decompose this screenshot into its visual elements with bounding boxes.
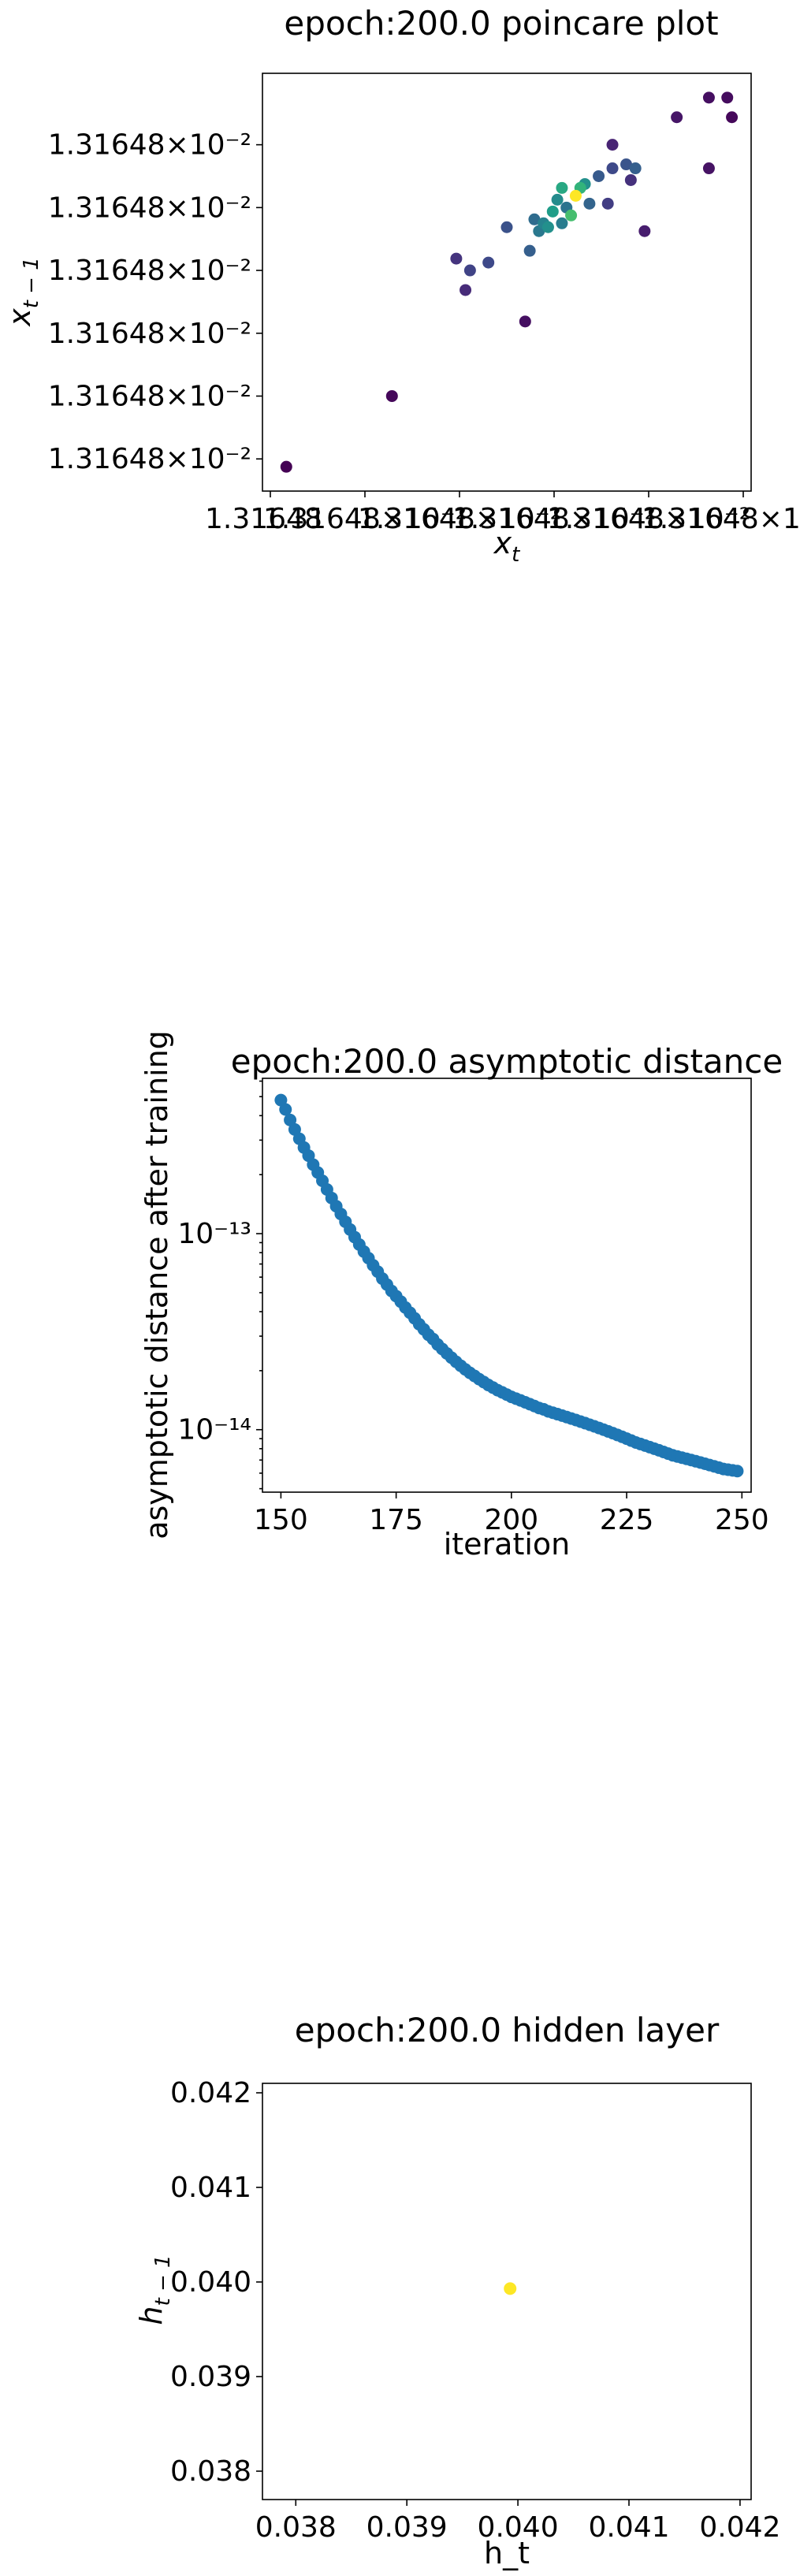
hidden-y-tick-label: 0.040 [170,2266,251,2299]
asymptotic-y-tick-label: 10⁻¹³ [177,1218,251,1250]
poincare-point [523,244,536,257]
hidden-x-ticks: 0.038 0.039 0.040 0.041 0.042 [255,2500,780,2544]
poincare-point [593,169,605,182]
poincare-point [624,173,637,186]
poincare-point [551,193,564,206]
asymptotic-axes-frame [262,1078,752,1493]
poincare-point [556,217,568,229]
hidden-y-tick-label: 0.041 [170,2172,251,2204]
poincare-point [541,221,554,233]
poincare-y-tick-label: 1.31648×10⁻² [48,192,251,224]
poincare-x-tick-label: 1.31648 [205,503,322,535]
poincare-point [450,252,463,265]
asymptotic-x-label: iteration [444,1527,571,1562]
hidden-x-label: h_t [484,2536,530,2570]
poincare-x-tick-label: 1.31648×10⁻² [263,503,467,535]
poincare-point [671,111,683,124]
poincare-point [556,181,568,194]
poincare-y-tick-label: 1.31648×10⁻² [48,129,251,162]
poincare-x-tick-label: 1.31648×10⁻² [547,503,750,535]
poincare-title: epoch:200.0 poincare plot [284,4,718,43]
poincare-point [702,91,715,104]
poincare-y-tick-label: 1.31648×10⁻² [48,380,251,412]
poincare-point [721,91,734,104]
poincare-point [280,460,292,473]
poincare-point [460,284,472,296]
hidden-x-tick-label: 0.038 [255,2511,337,2544]
poincare-point [606,162,619,175]
asymptotic-x-tick-label: 200 [484,1504,538,1536]
poincare-point [583,197,596,210]
hidden-y-tick-label: 0.039 [170,2361,251,2393]
poincare-point [482,256,495,269]
asymptotic-x-tick-label: 150 [254,1504,308,1536]
asymptotic-chart: epoch:200.0 asymptotic distance 10⁻¹³10⁻… [140,1030,783,1562]
poincare-point [629,162,642,175]
poincare-point [702,162,715,175]
poincare-points [280,91,739,473]
asymptotic-title: epoch:200.0 asymptotic distance [231,1042,783,1081]
hidden-axes-frame [262,2083,752,2500]
asymptotic-y-tick-label: 10⁻¹⁴ [177,1414,251,1446]
hidden-x-tick-label: 0.039 [367,2511,448,2544]
poincare-point [500,221,513,233]
poincare-x-tick-label: 1.31648×10⁻² [358,503,561,535]
asymptotic-y-label: asymptotic distance after training [140,1030,174,1539]
asymptotic-x-tick-label: 175 [369,1504,423,1536]
hidden-y-tick-label: 0.042 [170,2077,251,2109]
poincare-chart: epoch:200.0 poincare plot 1.31648×10⁻²1.… [2,4,800,567]
asymptotic-x-ticks: 150 175 200 225 250 [254,1492,769,1536]
hidden-x-tick-label: 0.040 [478,2511,559,2544]
hidden-layer-chart: epoch:200.0 hidden layer 0.038 0.039 0.040… [134,2011,780,2570]
poincare-point [385,389,398,402]
poincare-x-tick-label: 1.31648×10⁻² [642,503,800,535]
poincare-point [528,213,541,225]
poincare-y-ticks: 1.31648×10⁻² 1.31648×10⁻² 1.31648×10⁻² 1.31… [48,129,262,475]
poincare-x-tick-label: 1.31648×10⁻² [452,503,656,535]
poincare-point [463,264,476,277]
hidden-y-tick-label: 0.038 [170,2455,251,2488]
hidden-y-ticks: 0.038 0.039 0.040 0.041 0.042 [170,2077,262,2488]
poincare-point [726,111,739,124]
asymptotic-point [284,1113,297,1126]
asymptotic-points [274,1093,744,1478]
poincare-point [620,158,633,171]
poincare-y-label: xt − 1 [2,257,43,327]
asymptotic-y-ticks: 10⁻¹³ 10⁻¹⁴ [177,1080,262,1490]
poincare-y-tick-label: 1.31648×10⁻² [48,443,251,475]
asymptotic-point [731,1465,744,1478]
hidden-title: epoch:200.0 hidden layer [295,2011,720,2049]
poincare-point [569,189,582,202]
hidden-x-tick-label: 0.042 [699,2511,780,2544]
hidden-y-label: ht − 1 [134,2254,175,2325]
poincare-point [546,205,559,218]
asymptotic-point [279,1103,292,1116]
poincare-point [606,139,619,151]
poincare-point [565,209,578,221]
hidden-points [504,2282,517,2295]
hidden-x-tick-label: 0.041 [588,2511,669,2544]
poincare-point [638,225,651,237]
hidden-point [504,2282,517,2295]
poincare-y-tick-label: 1.31648×10⁻² [48,318,251,350]
poincare-x-ticks: 1.316481.31648×10⁻²1.31648×10⁻²1.31648×1… [205,491,800,535]
poincare-axes-frame [262,73,752,492]
poincare-point [519,315,531,328]
poincare-point [601,197,614,210]
asymptotic-x-tick-label: 250 [715,1504,769,1536]
asymptotic-x-tick-label: 225 [600,1504,654,1536]
asymptotic-point [274,1093,288,1107]
poincare-y-tick-label: 1.31648×10⁻² [48,255,251,287]
